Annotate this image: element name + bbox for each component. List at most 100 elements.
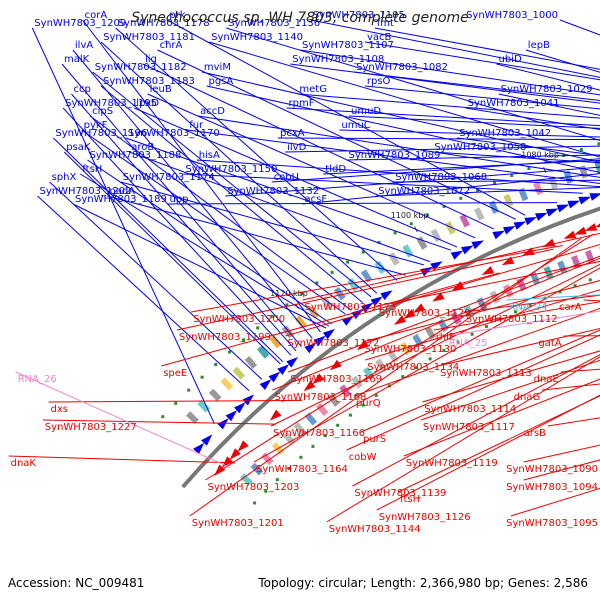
reverse-gene-label[interactable]: SynWH7803_1094	[506, 482, 598, 493]
reverse-gene-label[interactable]: SynWH7803_1129	[379, 308, 471, 319]
gene-arrow[interactable]	[563, 230, 577, 239]
gene-arrow[interactable]	[242, 394, 255, 406]
forward-gene-label[interactable]: lig	[145, 54, 157, 65]
gene-arrow[interactable]	[578, 196, 592, 205]
reverse-gene-label[interactable]: SynWH7803_1200	[193, 314, 285, 325]
forward-gene-label[interactable]: tldD	[325, 164, 346, 175]
forward-gene-label[interactable]: ftsH	[82, 164, 102, 175]
reverse-gene-label[interactable]: SynWH7803_1169	[290, 374, 382, 385]
reverse-gene-label[interactable]: arsB	[524, 428, 546, 439]
gene-arrow[interactable]	[237, 440, 249, 452]
forward-gene-label[interactable]: fur	[189, 120, 204, 131]
forward-gene-label[interactable]: prk	[169, 10, 185, 21]
forward-gene-label[interactable]: aroB	[131, 142, 154, 153]
reverse-gene-label[interactable]: SynWH7803_1227	[45, 422, 137, 433]
gene-arrow[interactable]	[193, 442, 205, 455]
forward-gene-label[interactable]: malK	[64, 54, 90, 65]
reverse-gene-label[interactable]: SynWH7803_1112	[466, 314, 558, 325]
forward-gene-label[interactable]: lpxD	[136, 98, 159, 109]
forward-gene-label[interactable]: SynWH7803_1209	[34, 18, 126, 29]
forward-gene-label[interactable]: umuC	[341, 120, 370, 131]
forward-gene-label[interactable]: corA	[85, 10, 108, 21]
forward-gene-label[interactable]: SynWH7803_1170	[128, 128, 220, 139]
forward-gene-label[interactable]: SynWH7803_1041	[468, 98, 560, 109]
forward-gene-label[interactable]: psaK	[66, 142, 91, 153]
gene-arrow[interactable]	[481, 266, 495, 275]
forward-gene-label[interactable]: hisA	[199, 150, 220, 161]
forward-gene-label[interactable]: SynWH7803_1195	[65, 98, 157, 109]
reverse-gene-label[interactable]: dnaE	[534, 374, 559, 385]
reverse-gene-label[interactable]: rhlE	[436, 332, 455, 343]
forward-gene-label[interactable]: fmt	[377, 18, 394, 29]
forward-gene-label[interactable]: SynWH7803_1174	[123, 172, 215, 183]
reverse-gene-label[interactable]: SynWH7803_1090	[506, 464, 598, 475]
gene-arrow[interactable]	[584, 223, 598, 231]
forward-gene-label[interactable]: ilvA	[75, 40, 93, 51]
forward-gene-label[interactable]: ilvD	[287, 142, 306, 153]
gene-arrow[interactable]	[217, 418, 229, 430]
reverse-gene-label[interactable]: SynWH7803_1173	[305, 302, 397, 313]
gene-arrow[interactable]	[322, 328, 335, 340]
gene-arrow[interactable]	[313, 335, 326, 347]
gene-arrow[interactable]	[277, 364, 290, 375]
forward-gene-label[interactable]: SynWH7803_1029	[501, 84, 593, 95]
reverse-gene-label[interactable]: dnaK	[11, 458, 37, 469]
gene-arrow[interactable]	[595, 220, 600, 228]
forward-gene-label[interactable]: SynWH7803_1181	[103, 32, 195, 43]
forward-gene-label[interactable]: rpmF	[289, 98, 315, 109]
reverse-gene-label[interactable]: purS	[363, 434, 386, 445]
forward-gene-label[interactable]: SynWH7803_1068	[395, 172, 487, 183]
reverse-gene-label[interactable]: SynWH7803_1203	[208, 482, 300, 493]
gene-arrow[interactable]	[268, 371, 281, 383]
gene-arrow[interactable]	[225, 410, 238, 422]
gene-arrow[interactable]	[450, 250, 464, 260]
gene-arrow[interactable]	[461, 245, 474, 255]
reverse-gene-label[interactable]: SynWH7803_1119	[406, 458, 498, 469]
gene-arrow[interactable]	[513, 221, 527, 230]
gene-arrow[interactable]	[574, 226, 587, 235]
forward-gene-label[interactable]: chrA	[160, 40, 183, 51]
reverse-gene-label[interactable]: SynWH7803_1201	[192, 518, 284, 529]
forward-gene-label[interactable]: ubiD	[499, 54, 522, 65]
reverse-gene-label[interactable]: RNA_26	[18, 374, 57, 385]
gene-arrow[interactable]	[589, 193, 600, 201]
gene-arrow[interactable]	[524, 217, 537, 226]
forward-gene-label[interactable]: pcxA	[280, 128, 305, 139]
forward-gene-label[interactable]: SynWH7803_1108	[292, 54, 384, 65]
gene-arrow[interactable]	[545, 208, 559, 217]
forward-gene-label[interactable]: leuB	[150, 84, 172, 95]
reverse-gene-label[interactable]: SynWH7803_1095	[506, 518, 598, 529]
reverse-gene-label[interactable]: SynWH7803_1126	[379, 512, 471, 523]
reverse-gene-label[interactable]: SynWH7803_1164	[256, 464, 348, 475]
gene-arrow[interactable]	[303, 380, 316, 392]
forward-gene-label[interactable]: SynWH7803_1105	[313, 10, 405, 21]
forward-gene-label[interactable]: SynWH7803_1202	[40, 186, 132, 197]
reverse-gene-label[interactable]: SynWH7803_1130	[364, 344, 456, 355]
forward-gene-label[interactable]: SynWH7803_1082	[356, 62, 448, 73]
gene-arrow[interactable]	[535, 212, 548, 221]
reverse-gene-label[interactable]: carA	[559, 302, 582, 313]
reverse-gene-label[interactable]: RNA_25	[449, 338, 488, 349]
forward-gene-label[interactable]: SynWH7803_1136	[228, 18, 320, 29]
gene-arrow[interactable]	[370, 296, 383, 307]
forward-gene-label[interactable]: SynWH7803_1107	[302, 40, 394, 51]
reverse-gene-label[interactable]: cobW	[349, 452, 377, 463]
reverse-gene-label[interactable]: dxs	[51, 404, 68, 415]
gene-arrow[interactable]	[269, 409, 282, 421]
reverse-gene-label[interactable]: dnaG	[514, 392, 541, 403]
gene-arrow[interactable]	[259, 379, 272, 390]
gene-arrow[interactable]	[432, 292, 445, 302]
gene-arrow[interactable]	[356, 339, 369, 351]
gene-arrow[interactable]	[413, 303, 426, 313]
gene-arrow[interactable]	[312, 373, 325, 385]
forward-gene-label[interactable]: mviM	[204, 62, 231, 73]
forward-gene-label[interactable]: SynWH7803_1188	[90, 150, 182, 161]
reverse-gene-label[interactable]: SynWH7803_1134	[367, 362, 459, 373]
gene-arrow[interactable]	[394, 315, 407, 325]
reverse-gene-label[interactable]: SynWH7803_1139	[354, 488, 446, 499]
forward-gene-label[interactable]: SynWH7803_1178	[118, 18, 210, 29]
forward-gene-label[interactable]: nadA	[109, 186, 135, 197]
forward-gene-label[interactable]: SynWH7803_1089	[349, 150, 441, 161]
gene-arrow[interactable]	[503, 226, 516, 235]
forward-gene-label[interactable]: SynWH7803_1058	[434, 142, 526, 153]
